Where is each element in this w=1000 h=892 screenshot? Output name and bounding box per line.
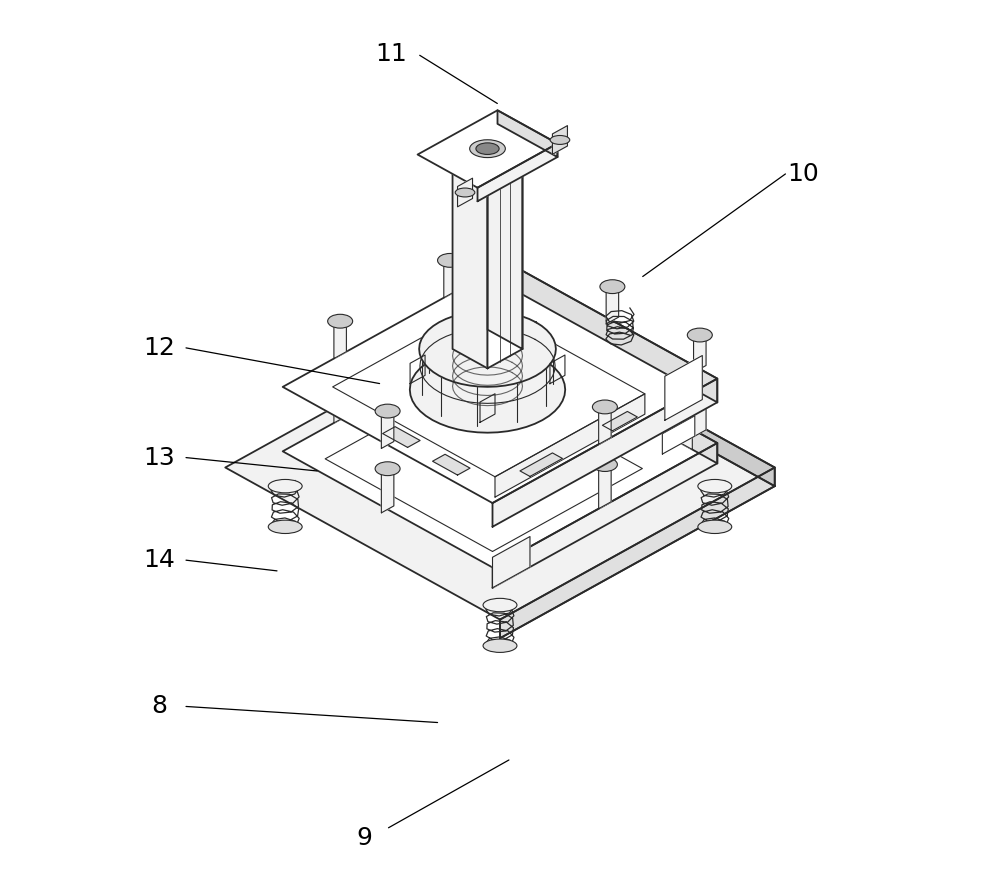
- Polygon shape: [381, 466, 394, 513]
- Polygon shape: [500, 467, 775, 639]
- Polygon shape: [334, 318, 346, 359]
- Polygon shape: [599, 403, 611, 444]
- Ellipse shape: [698, 480, 732, 492]
- Polygon shape: [458, 178, 473, 207]
- Polygon shape: [488, 144, 522, 349]
- Polygon shape: [381, 408, 394, 449]
- Polygon shape: [493, 378, 717, 527]
- Polygon shape: [433, 454, 470, 475]
- Polygon shape: [325, 376, 642, 551]
- Ellipse shape: [483, 639, 517, 652]
- Polygon shape: [665, 356, 702, 420]
- Ellipse shape: [687, 385, 712, 400]
- Polygon shape: [383, 426, 420, 448]
- Ellipse shape: [268, 520, 302, 533]
- Ellipse shape: [600, 280, 625, 293]
- Polygon shape: [453, 144, 522, 182]
- Polygon shape: [552, 126, 567, 154]
- Polygon shape: [444, 257, 456, 298]
- Ellipse shape: [483, 401, 517, 415]
- Ellipse shape: [470, 140, 505, 158]
- Polygon shape: [419, 311, 556, 387]
- Polygon shape: [493, 443, 717, 588]
- Polygon shape: [444, 315, 456, 362]
- Ellipse shape: [592, 458, 617, 472]
- Polygon shape: [418, 111, 557, 187]
- Ellipse shape: [328, 314, 353, 328]
- Polygon shape: [606, 341, 619, 388]
- Polygon shape: [500, 316, 775, 486]
- Polygon shape: [694, 332, 706, 372]
- Polygon shape: [478, 144, 557, 202]
- Ellipse shape: [438, 311, 463, 325]
- Polygon shape: [453, 162, 488, 368]
- Polygon shape: [225, 316, 775, 620]
- Polygon shape: [507, 262, 717, 402]
- Ellipse shape: [476, 143, 499, 154]
- Polygon shape: [606, 283, 619, 324]
- Ellipse shape: [455, 188, 475, 197]
- Text: 10: 10: [787, 162, 819, 186]
- Polygon shape: [498, 111, 557, 157]
- Polygon shape: [495, 394, 645, 497]
- Text: 14: 14: [143, 549, 175, 572]
- Polygon shape: [602, 411, 637, 431]
- Text: 12: 12: [143, 336, 175, 359]
- Polygon shape: [410, 347, 565, 433]
- Polygon shape: [488, 162, 522, 368]
- Polygon shape: [662, 416, 695, 454]
- Ellipse shape: [483, 599, 517, 612]
- Polygon shape: [333, 304, 645, 476]
- Polygon shape: [283, 326, 717, 567]
- Polygon shape: [599, 461, 611, 508]
- Ellipse shape: [375, 462, 400, 475]
- Ellipse shape: [438, 253, 463, 268]
- Ellipse shape: [600, 337, 625, 351]
- Text: 9: 9: [356, 827, 372, 850]
- Polygon shape: [520, 453, 562, 476]
- Ellipse shape: [375, 404, 400, 418]
- Polygon shape: [507, 326, 717, 463]
- Ellipse shape: [698, 520, 732, 533]
- Polygon shape: [694, 389, 706, 437]
- Polygon shape: [493, 537, 530, 588]
- Polygon shape: [283, 262, 717, 503]
- Ellipse shape: [550, 136, 570, 145]
- Ellipse shape: [687, 328, 712, 342]
- Polygon shape: [532, 324, 692, 450]
- Text: 8: 8: [151, 695, 167, 718]
- Ellipse shape: [592, 400, 617, 414]
- Ellipse shape: [328, 372, 353, 385]
- Text: 13: 13: [143, 446, 175, 469]
- Ellipse shape: [268, 480, 302, 492]
- Text: 11: 11: [375, 42, 407, 65]
- Ellipse shape: [483, 360, 517, 374]
- Polygon shape: [334, 376, 346, 423]
